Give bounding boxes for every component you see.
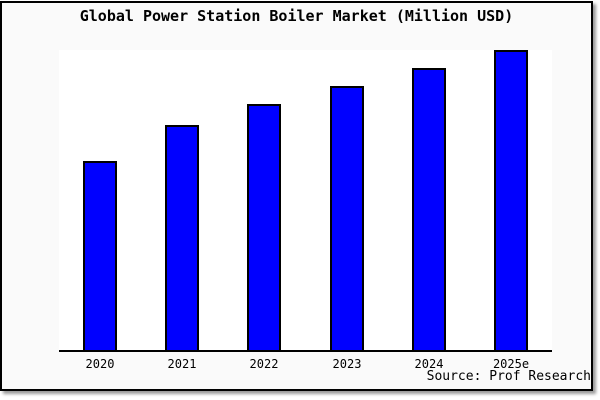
bar-2021: [165, 125, 199, 350]
chart-title: Global Power Station Boiler Market (Mill…: [79, 7, 514, 25]
x-tick-label-2022: 2022: [249, 357, 279, 371]
bar-2023: [330, 86, 364, 350]
x-tick-label-2024: 2024: [414, 357, 444, 371]
bar-2025e: [494, 50, 528, 350]
bar-2022: [247, 104, 281, 350]
x-tick-label-2020: 2020: [85, 357, 115, 371]
plot-area: [59, 50, 552, 352]
source-credit: Source: Prof Research: [426, 369, 591, 384]
bar-2020: [83, 161, 117, 350]
bar-2024: [412, 68, 446, 350]
x-tick-label-2025e: 2025e: [492, 357, 530, 371]
x-tick-label-2021: 2021: [167, 357, 197, 371]
x-tick-label-2023: 2023: [332, 357, 362, 371]
